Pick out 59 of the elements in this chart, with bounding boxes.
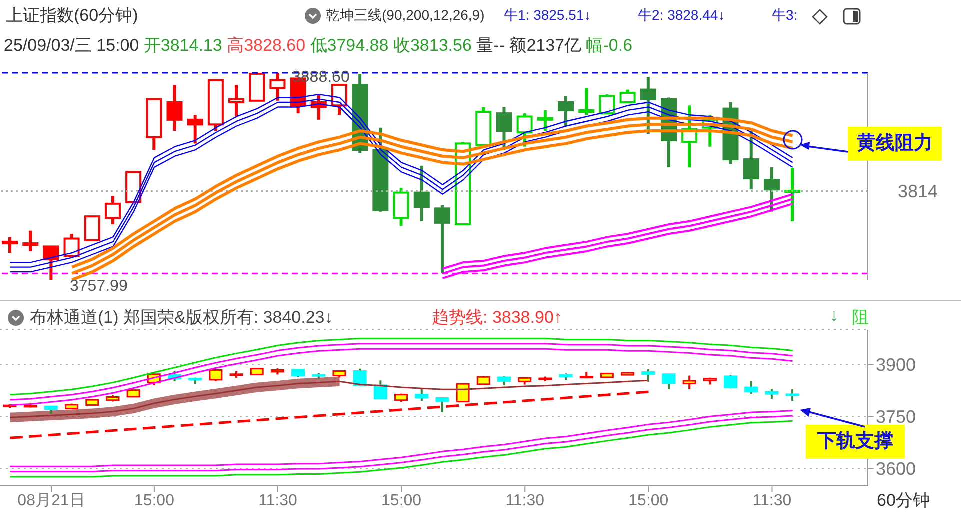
- text: ↓: [830, 306, 838, 326]
- candlestick: [662, 373, 676, 390]
- candlestick: [374, 380, 388, 400]
- chart-title: 上证指数(60分钟): [6, 5, 138, 27]
- candlestick: [537, 110, 554, 132]
- x-axis-title: 60分钟: [877, 490, 930, 512]
- text: 牛1: 3825.51↓: [504, 7, 592, 25]
- text: 下轨支撑: [818, 431, 894, 452]
- x-tick-label: 15:00: [382, 492, 422, 510]
- x-tick-label: 11:30: [506, 492, 545, 510]
- y-tick-label: 3600: [876, 459, 916, 480]
- candlestick: [642, 368, 656, 383]
- text: 牛3:: [772, 7, 798, 25]
- candlestick: [84, 216, 100, 242]
- candlestick: [166, 85, 183, 132]
- candlestick: [22, 230, 39, 252]
- candlestick: [516, 114, 533, 147]
- text: 趋势线: 3838.90↑: [432, 307, 562, 329]
- x-tick-label: 11:30: [258, 492, 298, 510]
- candlestick: [724, 374, 738, 390]
- x-tick-label: 08月21日: [18, 492, 86, 510]
- text: 牛2: 3828.44↓: [638, 7, 726, 25]
- text: 乾坤三线(90,200,12,26,9): [326, 7, 485, 25]
- ref-line-label: 3814: [898, 182, 938, 202]
- candlestick: [415, 388, 429, 402]
- text: 黄线阻力: [848, 127, 942, 161]
- candlestick: [434, 205, 450, 274]
- line-series: [10, 410, 794, 468]
- candlestick: [497, 375, 511, 386]
- candlestick: [578, 88, 595, 116]
- chart-title: 布林通道(1) 郑国荣&版权所有: 3840.23↓: [30, 307, 334, 329]
- line-series: [10, 338, 794, 396]
- y-tick-label: 3900: [876, 355, 916, 376]
- candlestick: [414, 166, 430, 222]
- candlestick: [765, 388, 779, 400]
- text: 25/09/03/三 15:00 开3814.13 高3828.60 低3794.88 收3813.56 量-- 额2137亿 幅-0.6: [4, 36, 633, 55]
- annotation: 3757.99: [70, 278, 128, 296]
- candlestick: [744, 380, 758, 396]
- candlestick: [187, 115, 204, 144]
- candlestick: [558, 96, 574, 126]
- candlestick: [599, 94, 616, 115]
- candlestick: [496, 107, 512, 150]
- candlestick: [209, 369, 223, 382]
- candlestick: [64, 234, 80, 258]
- candlestick: [228, 85, 245, 117]
- candlestick: [682, 374, 696, 390]
- candlestick: [786, 388, 800, 402]
- x-tick-label: 15:00: [134, 492, 175, 510]
- text: 阻: [852, 307, 869, 329]
- y-tick-label: 3750: [876, 407, 916, 428]
- candlestick: [620, 90, 636, 104]
- annotation: 3888.60: [292, 69, 350, 87]
- candlestick: [104, 196, 121, 225]
- candlestick: [436, 396, 450, 414]
- x-tick-label: 11:30: [752, 492, 792, 510]
- candlestick: [270, 73, 286, 101]
- x-tick-label: 15:00: [628, 492, 669, 510]
- candlestick: [743, 131, 760, 190]
- candlestick: [764, 167, 780, 212]
